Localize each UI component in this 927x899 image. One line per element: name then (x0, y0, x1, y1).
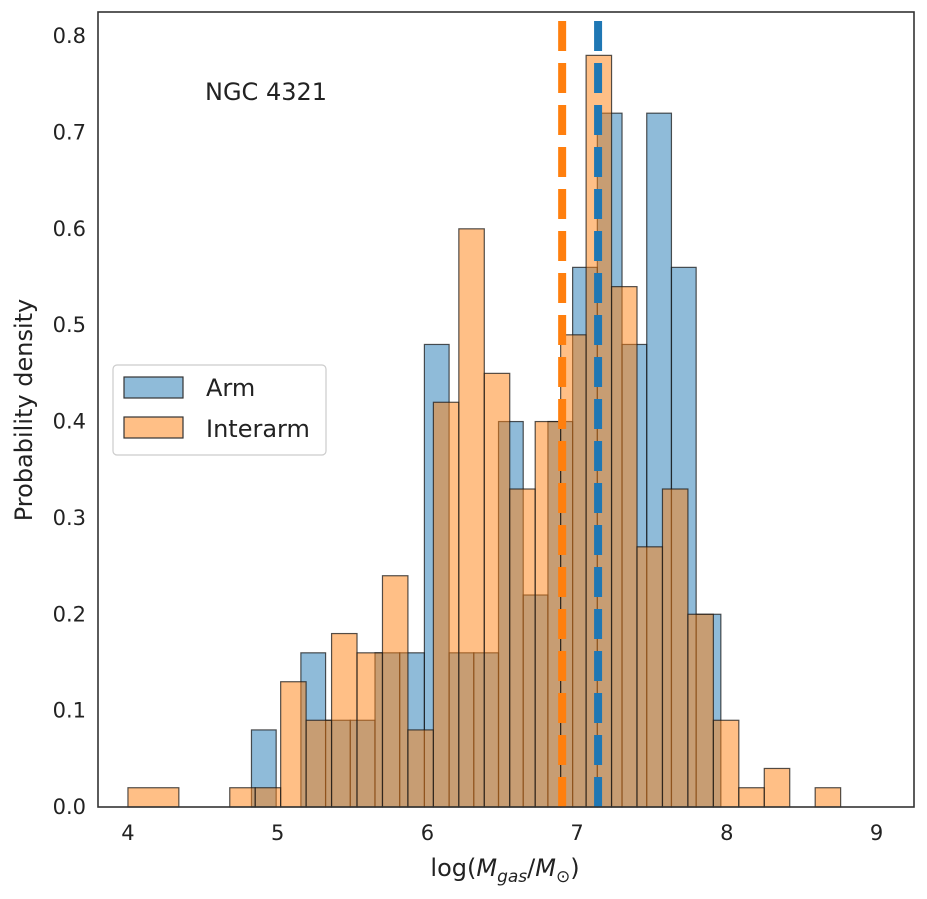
x-tick-label: 9 (870, 821, 883, 845)
interarm-bar (814, 787, 842, 808)
interarm-bar (254, 787, 282, 808)
interarm-bar (127, 787, 180, 808)
legend-interarm-label: Interarm (206, 415, 310, 443)
x-axis-label: log(Mgas/M⊙) (430, 854, 579, 887)
plot-frame (97, 11, 915, 808)
y-tick-label: 0.2 (53, 602, 86, 626)
interarm-bar (738, 787, 765, 808)
interarm-bar (381, 575, 409, 808)
interarm-bar (610, 286, 638, 808)
interarm-bar (407, 729, 434, 808)
x-tick-label: 5 (271, 821, 284, 845)
interarm-bar (229, 787, 256, 808)
interarm-bar (305, 719, 333, 808)
interarm-bar (509, 488, 536, 808)
interarm-bar (330, 632, 358, 808)
x-tick-label: 7 (570, 821, 583, 845)
y-tick-label: 0.0 (53, 795, 86, 819)
y-tick-label: 0.7 (53, 120, 86, 144)
y-tick-label: 0.6 (53, 217, 86, 241)
interarm-bar (432, 401, 460, 808)
y-tick-label: 0.4 (53, 410, 86, 434)
galaxy-annotation: NGC 4321 (205, 78, 327, 106)
median-lines (558, 12, 603, 807)
y-tick-label: 0.5 (53, 313, 86, 337)
y-tick-label: 0.8 (53, 24, 86, 48)
interarm-bar (483, 372, 511, 808)
interarm-bar (636, 546, 664, 808)
y-axis-ticks: 0.0 0.1 0.2 0.3 0.4 0.5 0.6 0.7 0.8 (53, 24, 86, 819)
y-tick-label: 0.3 (53, 506, 86, 530)
y-tick-label: 0.1 (53, 699, 86, 723)
interarm-bar (687, 613, 714, 808)
legend-arm-swatch (123, 376, 184, 399)
x-tick-label: 4 (121, 821, 134, 845)
x-axis-ticks: 4 5 6 7 8 9 (121, 821, 883, 845)
y-axis-label: Probability density (10, 299, 38, 522)
interarm-bar (356, 652, 384, 808)
legend: Arm Interarm (112, 364, 327, 456)
legend-arm-label: Arm (206, 374, 255, 402)
x-tick-label: 6 (421, 821, 434, 845)
interarm-bar (534, 420, 562, 808)
interarm-bar (661, 488, 689, 808)
legend-interarm-swatch (123, 416, 184, 439)
interarm-bar (458, 228, 485, 808)
interarm-bar (763, 767, 791, 808)
interarm-bar (280, 681, 307, 808)
interarm-bar (712, 719, 740, 808)
x-tick-label: 8 (720, 821, 733, 845)
